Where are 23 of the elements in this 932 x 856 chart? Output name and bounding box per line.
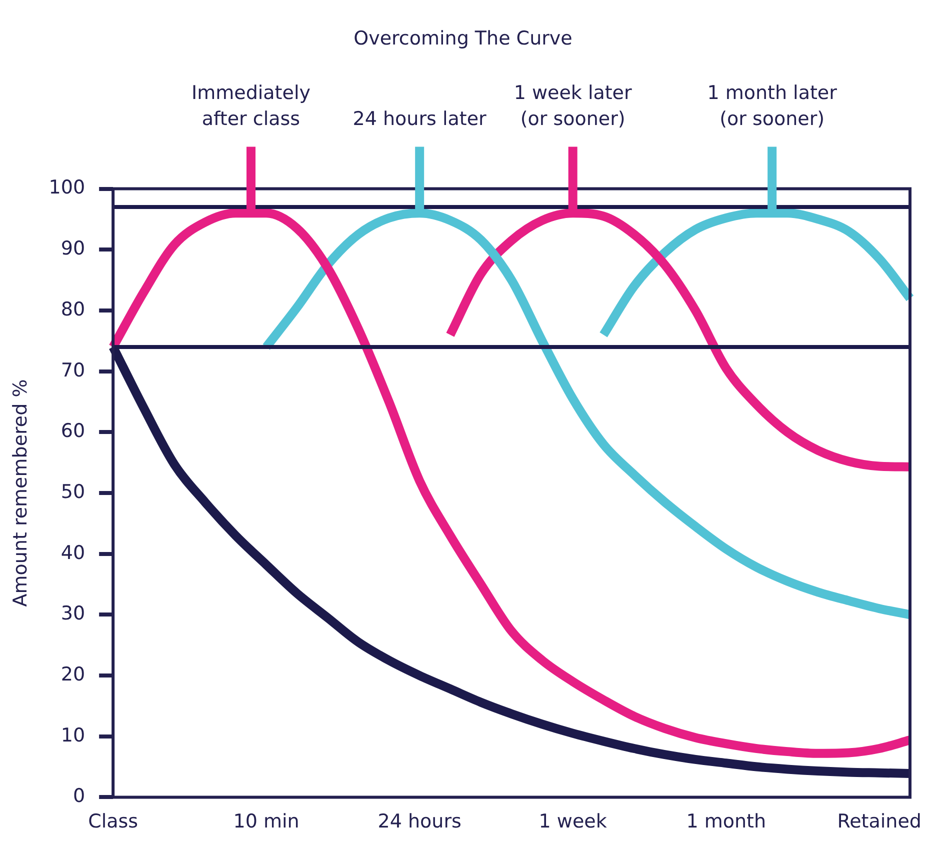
y-tick-label: 0 bbox=[72, 785, 86, 808]
x-tick-label: Class bbox=[88, 810, 138, 833]
annotation: 24 hours later bbox=[352, 108, 487, 130]
y-tick-label: 100 bbox=[48, 176, 86, 199]
y-tick-label: 20 bbox=[60, 663, 86, 686]
y-tick-label: 80 bbox=[60, 298, 86, 320]
y-tick-label: 10 bbox=[60, 724, 86, 746]
x-tick-label: Retained bbox=[837, 810, 922, 833]
y-tick-label: 60 bbox=[60, 420, 86, 442]
y-axis-title: Amount remembered % bbox=[9, 379, 32, 607]
annotation: 1 week later (or sooner) bbox=[514, 82, 632, 130]
annotation: Immediately after class bbox=[192, 82, 310, 130]
annotation: 1 month later (or sooner) bbox=[707, 82, 838, 130]
y-tick-label: 70 bbox=[60, 359, 86, 382]
x-tick-label: 24 hours bbox=[378, 810, 462, 833]
y-tick-label: 50 bbox=[60, 480, 86, 503]
x-tick-label: 1 week bbox=[538, 810, 607, 833]
y-tick-label: 90 bbox=[60, 238, 86, 260]
x-tick-label: 1 month bbox=[686, 810, 766, 833]
x-tick-label: 10 min bbox=[233, 810, 300, 833]
chart-title: Overcoming The Curve bbox=[354, 27, 572, 50]
y-tick-label: 30 bbox=[60, 602, 86, 625]
y-tick-label: 40 bbox=[60, 542, 86, 564]
